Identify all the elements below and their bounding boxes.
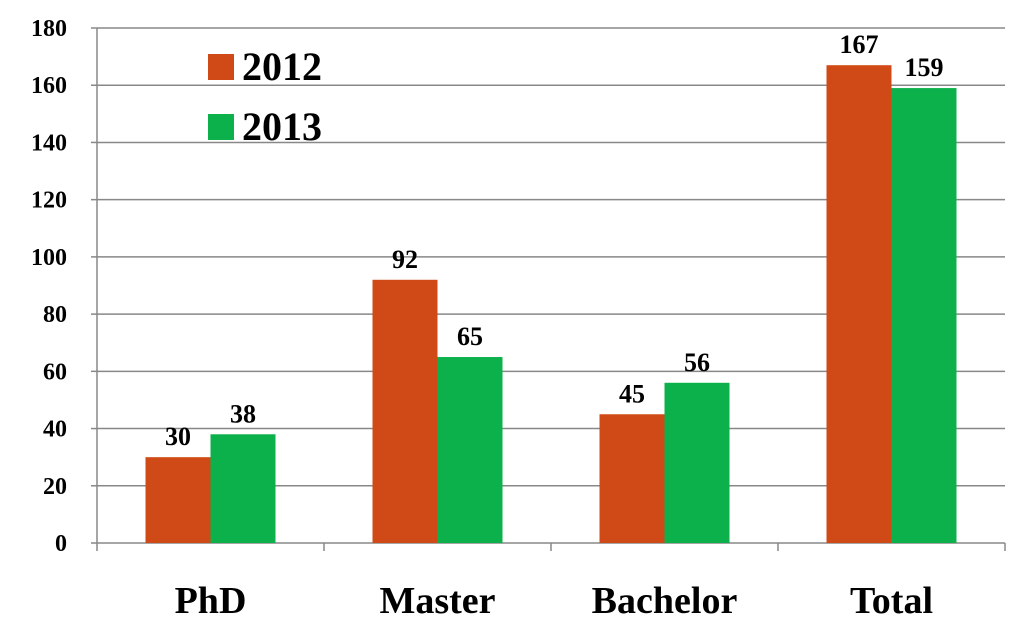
y-tick-label: 20 bbox=[43, 474, 67, 500]
bar bbox=[145, 457, 211, 543]
x-tick-label: Bachelor bbox=[592, 580, 738, 622]
y-tick-label: 0 bbox=[55, 531, 67, 557]
bar bbox=[372, 279, 438, 543]
legend-label: 2012 bbox=[242, 44, 322, 89]
y-tick-label: 160 bbox=[31, 73, 67, 99]
y-tick-label: 40 bbox=[43, 417, 67, 443]
y-tick-label: 140 bbox=[31, 130, 67, 156]
bar bbox=[599, 414, 665, 543]
y-tick-label: 60 bbox=[43, 359, 67, 385]
legend-label: 2013 bbox=[242, 104, 322, 149]
x-tick-label: Master bbox=[379, 580, 495, 622]
x-tick-label: Total bbox=[850, 580, 933, 622]
y-tick-label: 180 bbox=[31, 16, 67, 42]
bar bbox=[891, 88, 957, 543]
value-label: 56 bbox=[684, 348, 710, 377]
value-label: 38 bbox=[230, 399, 256, 428]
value-label: 159 bbox=[905, 53, 944, 82]
value-label: 167 bbox=[840, 30, 879, 59]
bar bbox=[826, 65, 892, 543]
y-tick-label: 120 bbox=[31, 188, 67, 214]
x-tick-label: PhD bbox=[175, 580, 247, 622]
y-tick-label: 80 bbox=[43, 302, 67, 328]
bar bbox=[210, 434, 276, 543]
y-tick-label: 100 bbox=[31, 245, 67, 271]
value-label: 92 bbox=[392, 245, 418, 274]
value-label: 45 bbox=[619, 379, 645, 408]
legend-swatch bbox=[208, 54, 234, 80]
value-label: 65 bbox=[457, 322, 483, 351]
bar bbox=[664, 382, 730, 543]
bar bbox=[437, 357, 503, 543]
value-label: 30 bbox=[165, 422, 191, 451]
legend-swatch bbox=[208, 114, 234, 140]
